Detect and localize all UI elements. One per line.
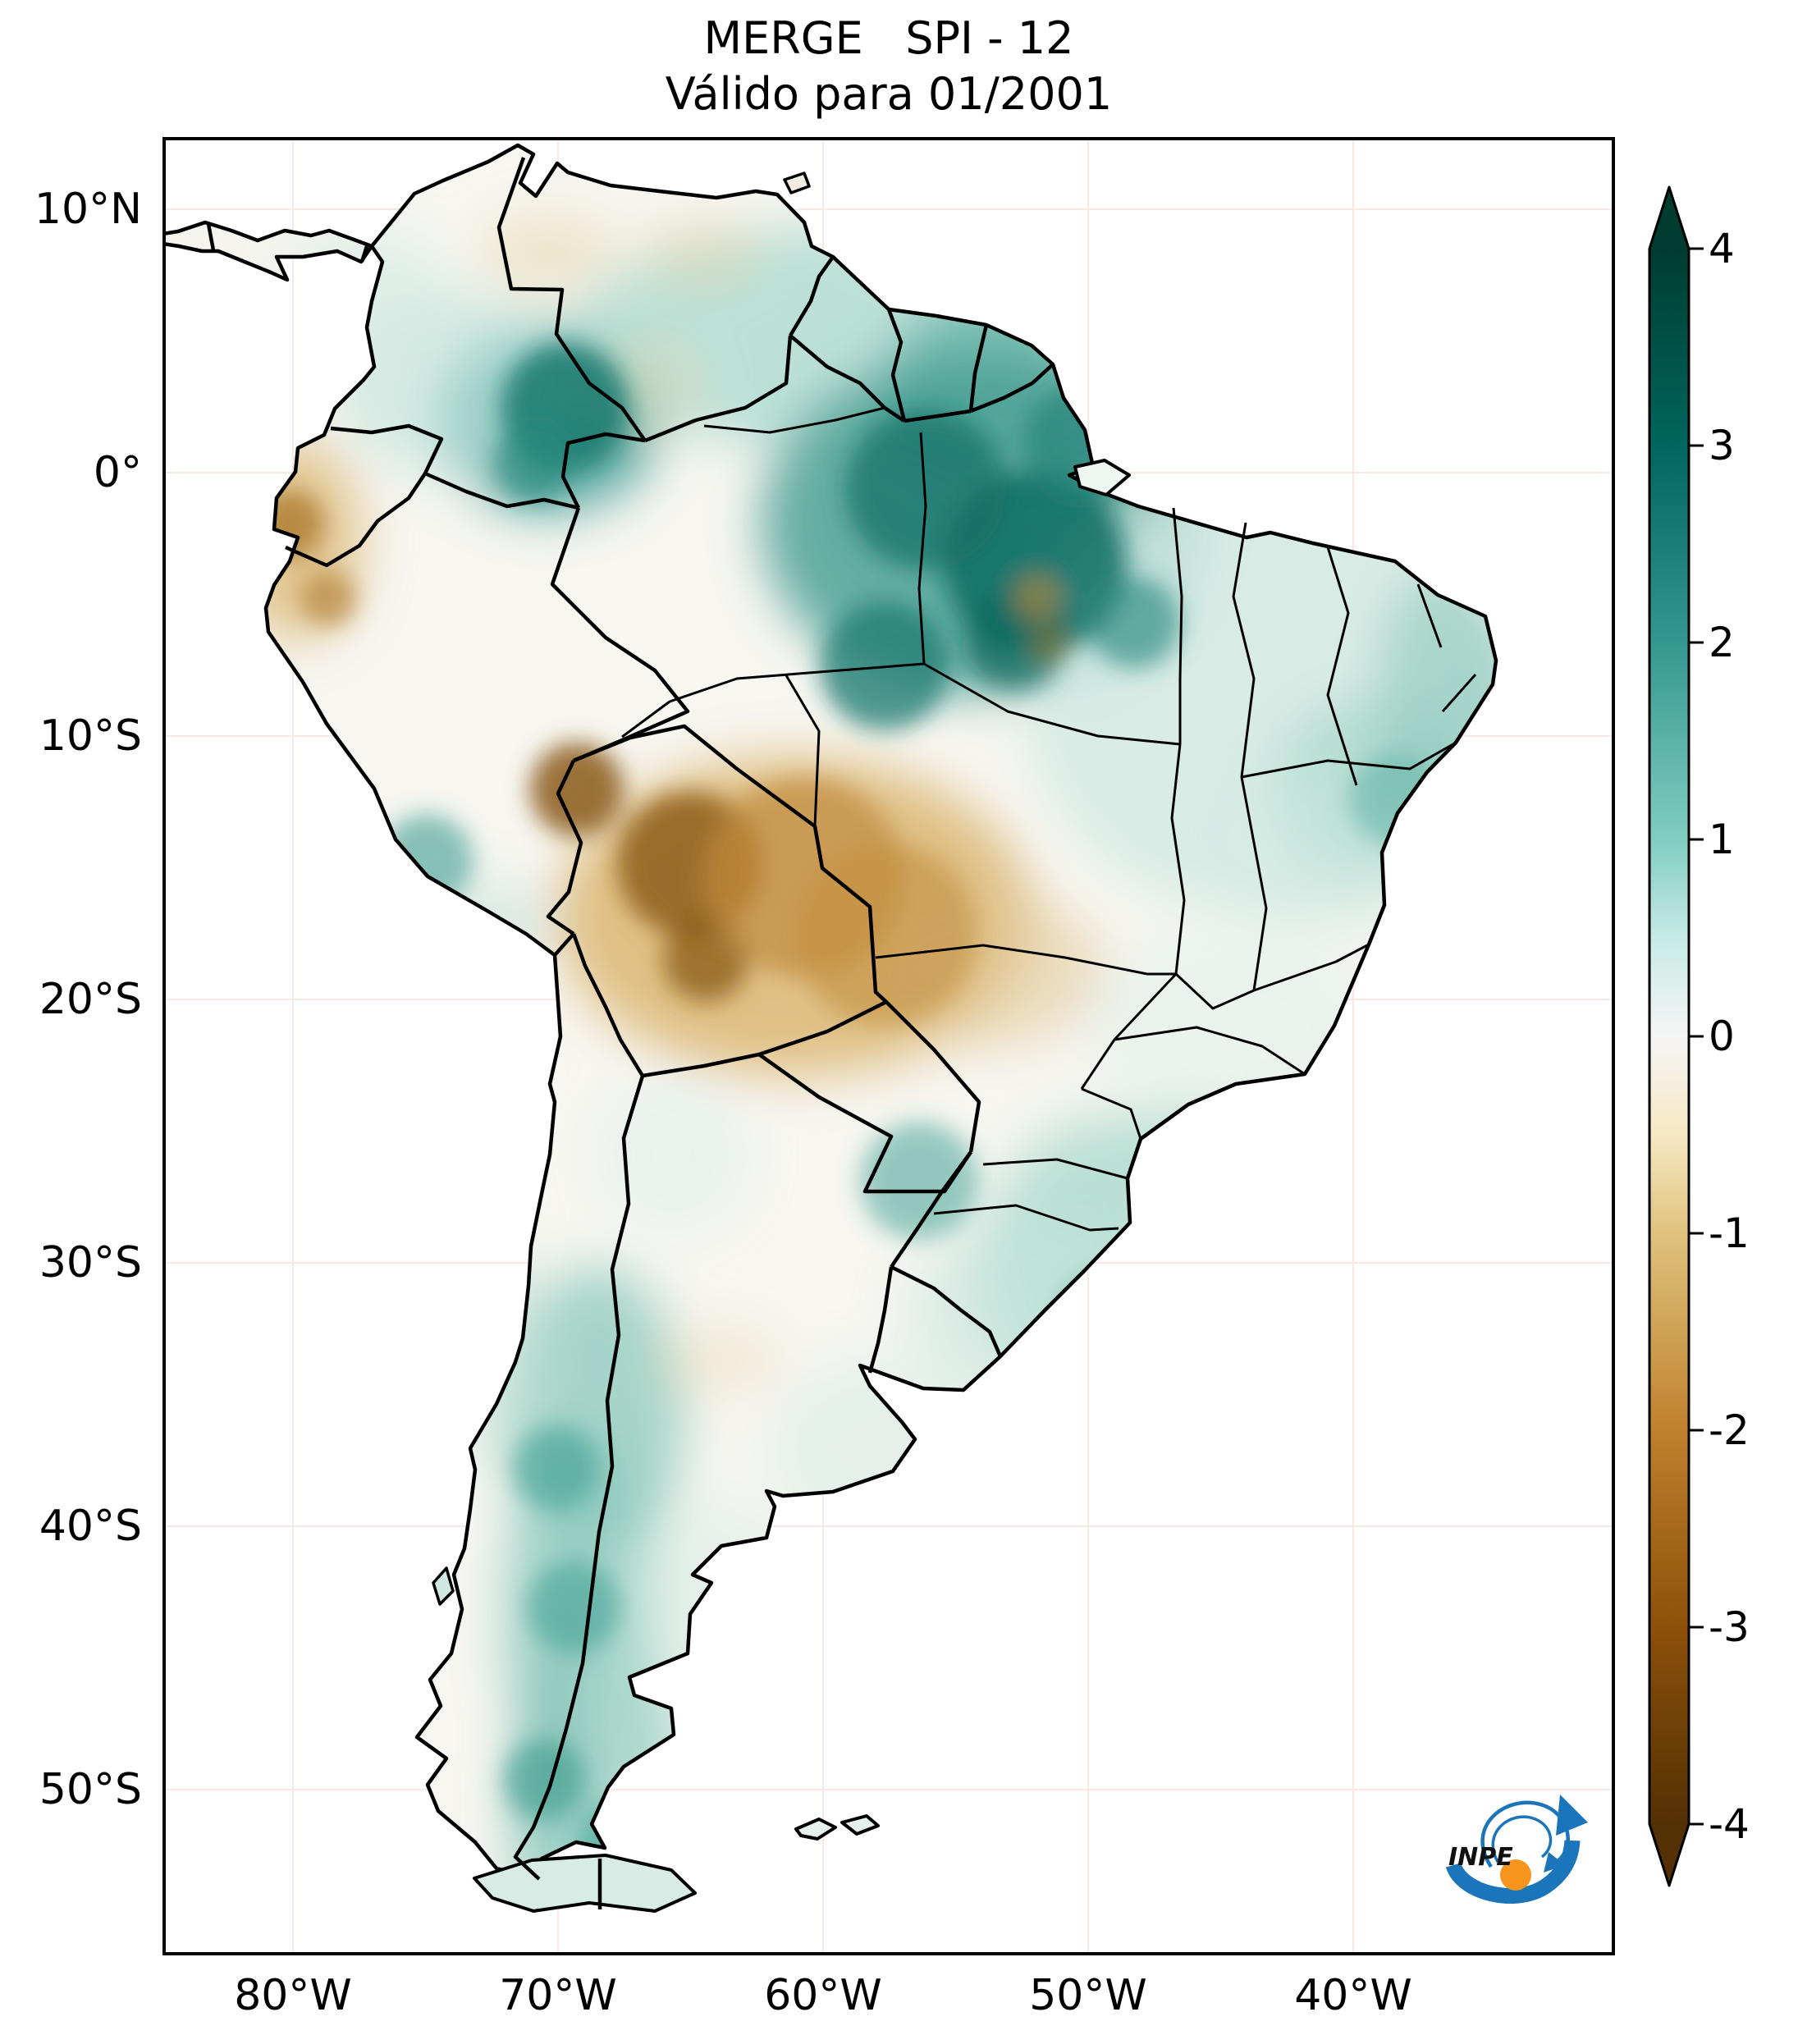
cbtick-3: 3 <box>1709 422 1735 469</box>
map-frame <box>162 137 1615 1955</box>
inpe-logo: INPE <box>1445 1795 1588 1904</box>
ytick-10n: 10°N <box>34 185 142 234</box>
chart-title: MERGE SPI - 12 <box>703 12 1074 64</box>
inpe-logo-swoosh-arrowhead <box>1556 1795 1588 1836</box>
xtick-40w: 40°W <box>1294 1971 1412 2020</box>
inpe-logo-orange-ball <box>1500 1859 1531 1891</box>
ytick-0: 0° <box>93 448 142 497</box>
colorbar-gradient-bar <box>1648 185 1690 1887</box>
xtick-70w: 70°W <box>499 1971 617 2020</box>
country-borders <box>206 157 1055 1909</box>
cbtick-m1: -1 <box>1709 1209 1750 1257</box>
xtick-60w: 60°W <box>764 1971 882 2020</box>
coastline <box>162 143 1498 1882</box>
cbtick-1: 1 <box>1709 816 1735 863</box>
xtick-50w: 50°W <box>1029 1971 1147 2020</box>
falkland-west <box>794 1818 837 1841</box>
xtick-80w: 80°W <box>234 1971 352 2020</box>
ytick-40s: 40°S <box>39 1502 142 1551</box>
map-south-america-spi <box>162 137 1615 1955</box>
colorbar <box>1648 185 1704 1887</box>
cbtick-2: 2 <box>1709 619 1735 666</box>
state-borders <box>621 406 1477 1232</box>
inpe-logo-orbit-arrowhead <box>1544 1852 1565 1873</box>
inpe-logo-swoosh <box>1445 1840 1581 1904</box>
chart-subtitle: Válido para 01/2001 <box>665 68 1113 120</box>
inpe-logo-text: INPE <box>1448 1843 1513 1872</box>
falkland-east <box>840 1814 880 1836</box>
inpe-logo-orbit-inner <box>1491 1815 1553 1863</box>
cbtick-m4: -4 <box>1709 1800 1750 1848</box>
ytick-20s: 20°S <box>39 975 142 1024</box>
chiloe-island <box>432 1566 455 1606</box>
cbtick-m3: -3 <box>1709 1603 1750 1651</box>
ytick-30s: 30°S <box>39 1238 142 1287</box>
marajo-island <box>1073 459 1131 496</box>
cbtick-m2: -2 <box>1709 1406 1750 1454</box>
ytick-50s: 50°S <box>39 1765 142 1814</box>
cbtick-4: 4 <box>1709 225 1735 272</box>
colorbar-tick-marks <box>1689 247 1704 1826</box>
trinidad-island <box>783 171 811 194</box>
ytick-10s: 10°S <box>39 711 142 761</box>
cbtick-0: 0 <box>1709 1013 1735 1060</box>
